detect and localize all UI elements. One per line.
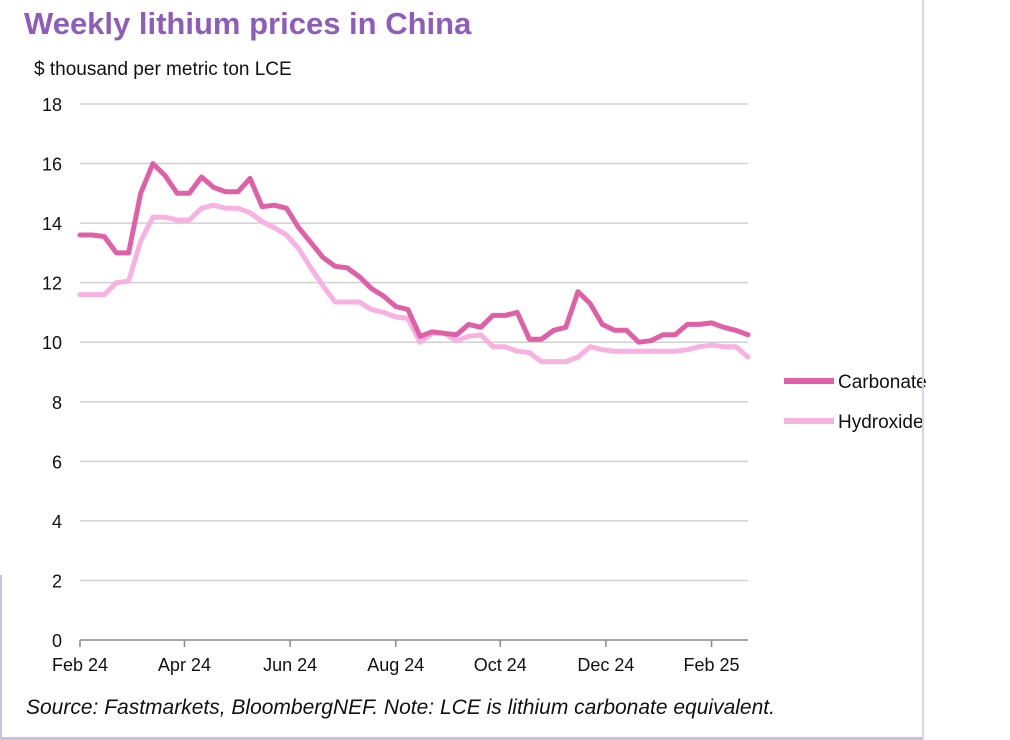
gridlines [80, 103, 748, 582]
x-tick-label: Feb 24 [52, 655, 108, 675]
y-tick-label: 4 [52, 512, 62, 532]
y-tick-label: 6 [52, 452, 62, 472]
x-tick-label: Oct 24 [474, 655, 527, 675]
bottom-divider [0, 737, 924, 740]
y-axis-label: $ thousand per metric ton LCE [34, 59, 292, 80]
legend-label-carbonate: Carbonate [838, 372, 927, 393]
legend: Carbonate Hydroxide [784, 372, 927, 433]
y-tick-label: 16 [42, 155, 62, 175]
x-tick-label: Dec 24 [577, 655, 634, 675]
right-divider [922, 0, 924, 740]
series-line-hydroxide [77, 202, 751, 365]
y-tick-label: 0 [52, 631, 62, 651]
series-lines [77, 161, 751, 365]
x-tick-label: Jun 24 [263, 655, 317, 675]
axes: 0 2 4 6 8 10 12 14 16 18 Feb 24 Apr 24 Jun 24 Aug 24 O… [42, 95, 748, 675]
x-tick-label: Apr 24 [158, 655, 211, 675]
y-tick-label: 8 [52, 393, 62, 413]
source-note: Source: Fastmarkets, BloombergNEF. Note:… [26, 696, 775, 719]
x-tick-label: Aug 24 [367, 655, 424, 675]
series-line-carbonate [77, 161, 751, 345]
y-tick-label: 10 [42, 333, 62, 353]
chart-title: Weekly lithium prices in China [24, 6, 472, 41]
x-tick-label: Feb 25 [684, 655, 740, 675]
legend-label-hydroxide: Hydroxide [838, 412, 924, 433]
left-divider [0, 575, 2, 740]
y-tick-label: 14 [42, 214, 62, 234]
y-tick-label: 12 [42, 274, 62, 294]
line-chart: 0 2 4 6 8 10 12 14 16 18 Feb 24 Apr 24 Jun 24 Aug 24 O… [42, 95, 927, 675]
y-tick-label: 2 [52, 571, 62, 591]
y-tick-label: 18 [42, 95, 62, 115]
